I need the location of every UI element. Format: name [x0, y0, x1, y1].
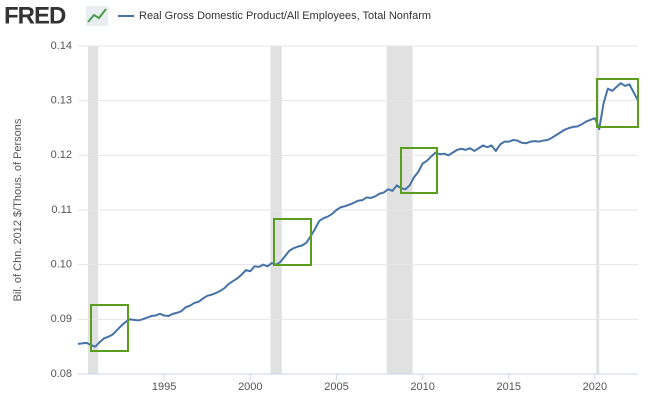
plot-area: 0.08 0.09 0.10 0.11 0.12 0.13 0.14 1995 2000 2005… [51, 40, 639, 393]
y-tick-label: 0.14 [51, 40, 72, 52]
logo-icon [86, 6, 108, 26]
highlight-box [400, 147, 438, 194]
highlight-box [90, 304, 129, 352]
y-tick-label: 0.11 [51, 204, 72, 216]
x-tick-label: 2005 [324, 381, 348, 393]
highlight-box [273, 218, 312, 266]
x-tick-label: 2010 [410, 381, 434, 393]
logo: FRED [4, 2, 66, 29]
y-tick-label: 0.09 [51, 313, 72, 325]
y-tick-label: 0.12 [51, 149, 72, 161]
x-tick-label: 2015 [497, 381, 521, 393]
highlight-boxes [90, 78, 639, 352]
y-tick-label: 0.08 [51, 368, 72, 380]
legend-label: Real Gross Domestic Product/All Employee… [139, 10, 431, 22]
y-tick-label: 0.10 [51, 259, 72, 271]
x-tick-label: 2020 [583, 381, 607, 393]
series-line [77, 82, 639, 348]
x-tick-label: 1995 [152, 381, 176, 393]
highlight-box [596, 78, 639, 128]
x-tick-label: 2000 [238, 381, 262, 393]
y-axis-label: Bil. of Chn. 2012 $/Thous. of Persons [12, 118, 24, 301]
y-tick-label: 0.13 [51, 95, 72, 107]
